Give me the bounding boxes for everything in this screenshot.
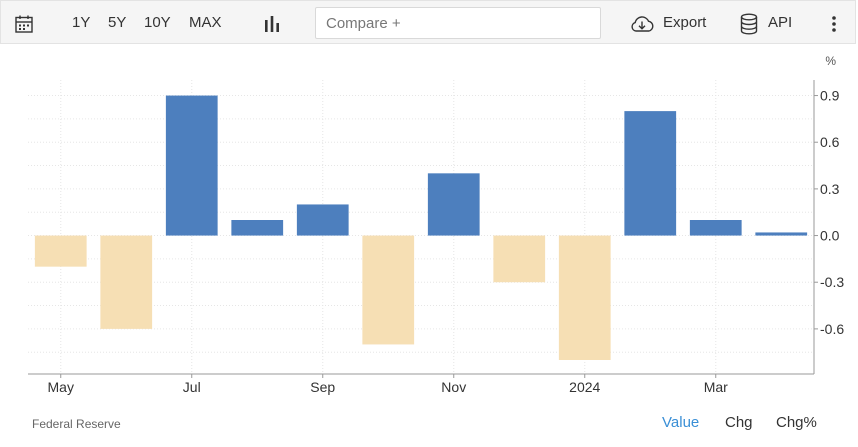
y-tick-label: -0.3: [820, 274, 844, 290]
api-button[interactable]: API: [768, 14, 793, 31]
bar-2023-11: [427, 173, 480, 236]
chart-toolbar: 1Y 5Y 10Y MAX Export API: [0, 0, 856, 44]
database-icon[interactable]: [740, 13, 758, 35]
data-source-label: Federal Reserve: [32, 417, 121, 431]
y-unit-label: %: [825, 54, 836, 68]
tab-value[interactable]: Value: [662, 414, 700, 431]
bar-2024-03: [689, 220, 742, 236]
x-tick-label: Sep: [310, 379, 335, 395]
bar-2023-05: [34, 235, 87, 267]
y-tick-label: 0.0: [820, 228, 840, 244]
x-tick-label: Jul: [183, 379, 201, 395]
bar-2023-07: [165, 95, 218, 236]
bar-2023-08: [231, 220, 284, 236]
range-10y-button[interactable]: 10Y: [144, 14, 171, 31]
range-1y-button[interactable]: 1Y: [72, 14, 91, 31]
cloud-download-icon[interactable]: [629, 15, 655, 33]
y-tick-label: 0.9: [820, 88, 840, 104]
x-tick-label: May: [48, 379, 74, 395]
bar-2024-01: [558, 235, 611, 360]
range-max-button[interactable]: MAX: [189, 14, 222, 31]
bar-2023-06: [100, 235, 153, 329]
more-vertical-icon[interactable]: [829, 14, 839, 34]
compare-input[interactable]: [315, 7, 601, 39]
x-tick-label: Mar: [704, 379, 728, 395]
bar-chart: 0.9 0.6 0.3 0.0 -0.3 -0.6% May Jul Sep Nov 2024 Mar: [28, 54, 844, 395]
bar-2023-10: [362, 235, 415, 345]
y-tick-label: 0.3: [820, 181, 840, 197]
x-tick-label: 2024: [569, 379, 600, 395]
bar-2024-04: [755, 232, 808, 236]
tab-chg[interactable]: Chg: [725, 414, 753, 431]
bar-chart-icon[interactable]: [263, 15, 281, 33]
y-tick-label: 0.6: [820, 134, 840, 150]
tab-chg-percent[interactable]: Chg%: [776, 414, 817, 431]
calendar-icon[interactable]: [14, 14, 34, 34]
y-tick-label: -0.6: [820, 321, 844, 337]
export-button[interactable]: Export: [663, 14, 707, 31]
bar-2023-12: [493, 235, 546, 283]
range-5y-button[interactable]: 5Y: [108, 14, 127, 31]
bar-2023-09: [296, 204, 349, 236]
bar-2024-02: [624, 111, 677, 236]
x-tick-label: Nov: [441, 379, 466, 395]
